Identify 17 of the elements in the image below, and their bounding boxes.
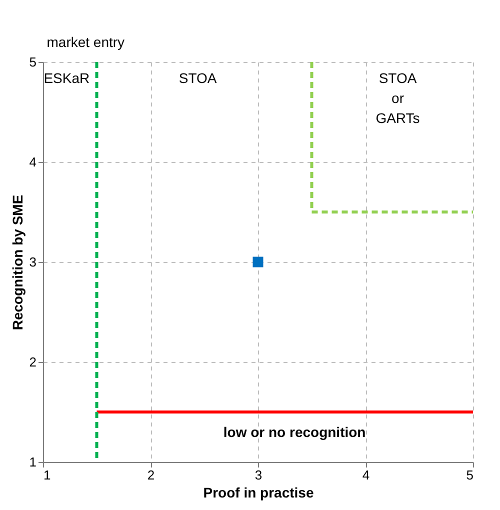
x-tick-label: 4 [362, 468, 370, 482]
annotation: STOA [178, 70, 218, 86]
annotation: STOA or GARTs [376, 70, 420, 126]
x-axis-title: Proof in practise [203, 484, 314, 500]
y-axis-title: Recognition by SME [9, 194, 26, 330]
annotation: ESKaR [44, 70, 90, 86]
ref-line-label: market entry [46, 34, 125, 50]
x-tick-label: 3 [254, 468, 262, 482]
y-tick-label: 4 [29, 154, 36, 170]
y-tick-label: 2 [29, 354, 36, 370]
y-tick-label: 5 [29, 54, 36, 70]
annotation: low or no recognition [223, 424, 366, 440]
y-tick-label: 1 [29, 454, 36, 470]
x-tick-label: 1 [44, 468, 51, 482]
x-tick-label: 5 [466, 468, 474, 482]
x-tick-label: 2 [147, 468, 155, 482]
y-tick-label: 3 [29, 254, 36, 270]
